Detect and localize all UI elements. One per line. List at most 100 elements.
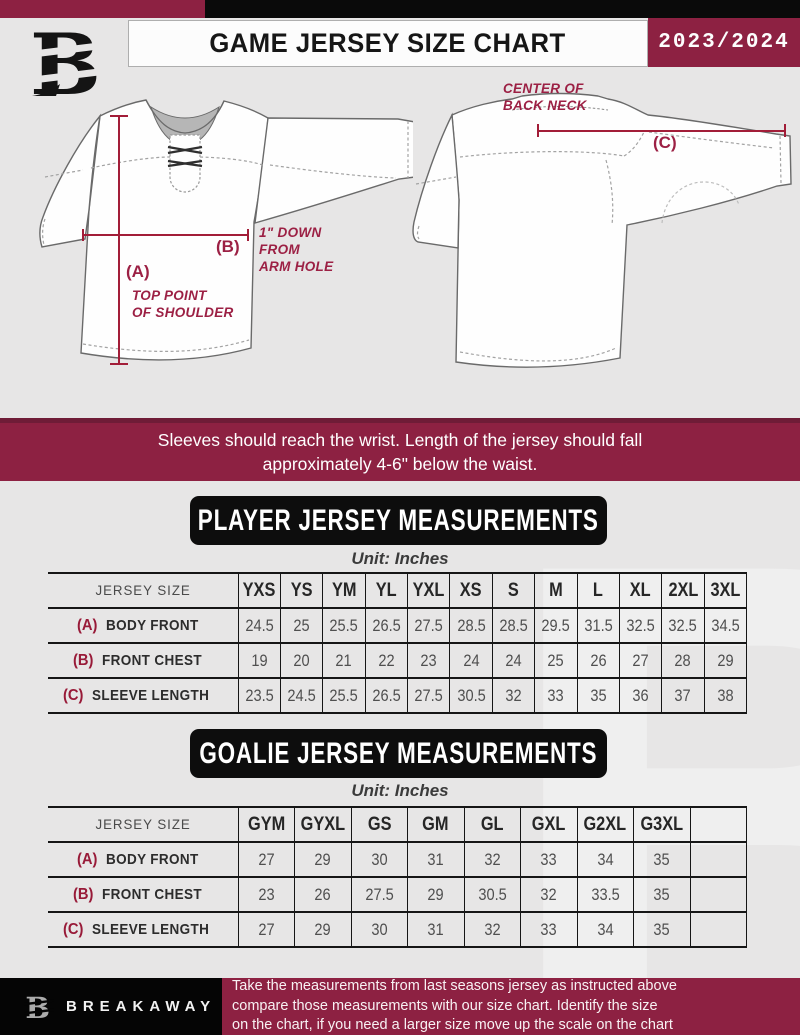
- measurement-value: 22: [364, 642, 408, 679]
- measurement-value: 35: [633, 841, 690, 878]
- size-column-header: GM: [407, 806, 464, 843]
- measurement-value: 32: [520, 876, 577, 913]
- measurement-value: 24.5: [279, 677, 323, 714]
- measurement-value-text: 33: [540, 849, 557, 869]
- caption-center-of-back-neck: CENTER OF BACK NECK: [503, 81, 587, 113]
- measurement-value-text: 26.5: [372, 615, 401, 635]
- measurement-value: 36: [618, 677, 662, 714]
- breakaway-logo-icon: B: [20, 15, 121, 114]
- size-column-header-text: G3XL: [640, 813, 684, 835]
- measurement-name: FRONT CHEST: [101, 651, 202, 669]
- table-header-row: JERSEY SIZE YXS YS YM YL YXL XS S M L XL 2XL 3XL: [48, 572, 748, 609]
- breakaway-footer-logo-icon: B: [24, 992, 54, 1022]
- size-column-header-text: YL: [375, 579, 397, 601]
- measurement-value-text: 29.5: [541, 615, 571, 635]
- measure-line-b-cap-left: [82, 229, 84, 241]
- size-column-header-text: GS: [367, 813, 392, 835]
- size-column-header-text: GYXL: [300, 813, 345, 835]
- page-title: GAME JERSEY SIZE CHART: [209, 28, 567, 58]
- measurement-row: (A) BODY FRONT 24.5 25 25.5 26.5 27.5 28.5 28.5 2…: [48, 607, 748, 644]
- measurement-value-text: 32: [484, 849, 501, 869]
- size-column-header: S: [491, 572, 535, 609]
- measurement-value: 25: [279, 607, 323, 644]
- measurement-name: FRONT CHEST: [101, 885, 202, 903]
- measurement-value: 23.5: [237, 677, 281, 714]
- measurement-value: 35: [633, 876, 690, 913]
- measurement-row: (B) FRONT CHEST 19 20 21 22 23 24 24 25 26 27 28 29: [48, 642, 748, 679]
- measurement-value: 34: [576, 841, 634, 878]
- measurement-value-text: 27.5: [414, 615, 443, 635]
- measure-line-b-cap-right: [247, 229, 249, 241]
- measurement-value: 24.5: [237, 607, 281, 644]
- footer-brand-name: BREAKAWAY: [66, 998, 217, 1015]
- measurement-value-text: 30.5: [456, 685, 486, 705]
- measurement-value: 29: [703, 642, 748, 679]
- measurement-row-label: (B) FRONT CHEST: [48, 876, 238, 913]
- measurement-key: (B): [72, 651, 94, 669]
- measurement-value: 27: [237, 841, 295, 878]
- measurement-value: 31: [407, 911, 464, 948]
- measurement-value-text: 32: [484, 919, 501, 939]
- size-column-header-text: GL: [480, 813, 504, 835]
- measurement-value: 32.5: [618, 607, 662, 644]
- jersey-size-column-header: JERSEY SIZE: [48, 806, 238, 843]
- size-column-header: XL: [618, 572, 662, 609]
- front-jersey-diagram: [39, 99, 413, 361]
- measurement-value-text: 25: [547, 650, 564, 670]
- jersey-size-column-header-text: JERSEY SIZE: [95, 581, 191, 598]
- size-column-header: 3XL: [703, 572, 748, 609]
- measurement-value-text: 26.5: [372, 685, 401, 705]
- measurement-value: 26: [576, 642, 620, 679]
- measurement-value: [689, 841, 747, 878]
- size-column-header: YM: [322, 572, 366, 609]
- size-column-header-text: YXL: [412, 579, 445, 601]
- measurement-value-text: 38: [717, 685, 734, 705]
- measurement-row-label: (A) BODY FRONT: [48, 841, 238, 878]
- measurement-value-text: 23.5: [244, 685, 274, 705]
- measurement-value: 25.5: [322, 607, 366, 644]
- measurement-value-text: 26: [590, 650, 607, 670]
- measurement-value-text: 27.5: [365, 884, 394, 904]
- measurement-value-text: 37: [674, 685, 692, 705]
- size-column-header-text: 2XL: [667, 579, 698, 601]
- measurement-name: BODY FRONT: [105, 616, 199, 634]
- measurement-value-text: 32.5: [668, 615, 698, 635]
- measurement-value: 24: [491, 642, 535, 679]
- measurement-value-text: 35: [653, 849, 670, 869]
- player-heading-text: PLAYER JERSEY MEASUREMENTS: [198, 503, 599, 537]
- player-unit-label: Unit: Inches: [351, 549, 449, 568]
- measurement-name: SLEEVE LENGTH: [92, 686, 210, 704]
- measurement-value-text: 24.5: [287, 685, 316, 705]
- size-column-header: GL: [463, 806, 521, 843]
- player-section-heading: PLAYER JERSEY MEASUREMENTS: [190, 496, 607, 545]
- measurement-row-label: (B) FRONT CHEST: [48, 642, 238, 679]
- measurement-value: 30: [350, 911, 408, 948]
- measure-line-c: [537, 130, 786, 132]
- measurement-value-text: 29: [314, 849, 331, 869]
- measurement-value-text: 28.5: [456, 615, 486, 635]
- measurement-value-text: 24: [462, 650, 480, 670]
- measurement-value-text: 33: [540, 919, 557, 939]
- size-column-header-text: G2XL: [583, 813, 627, 835]
- measurement-value: 30: [350, 841, 408, 878]
- measure-line-c-cap-left: [537, 124, 539, 137]
- measurement-key: (A): [76, 850, 98, 868]
- measurement-value: 30.5: [463, 876, 521, 913]
- goalie-unit-label: Unit: Inches: [351, 781, 449, 800]
- measurement-value-text: 28: [674, 650, 692, 670]
- measurement-value: 27.5: [350, 876, 408, 913]
- goalie-section-heading: GOALIE JERSEY MEASUREMENTS: [190, 729, 607, 778]
- measurement-value: 32: [491, 677, 535, 714]
- fit-note-text: Sleeves should reach the wrist. Length o…: [157, 430, 643, 474]
- measurement-value: 29: [294, 841, 351, 878]
- size-column-header: YXS: [237, 572, 281, 609]
- label-c: (C): [653, 133, 677, 152]
- measurement-value-text: 29: [717, 650, 734, 670]
- measurement-value-text: 34: [597, 919, 614, 939]
- measurement-name: BODY FRONT: [105, 850, 199, 868]
- measurement-value: 26: [294, 876, 351, 913]
- measurement-value: 28.5: [449, 607, 493, 644]
- size-column-header: YS: [279, 572, 323, 609]
- measurement-value-text: 35: [653, 919, 670, 939]
- size-column-header-text: XL: [630, 579, 652, 601]
